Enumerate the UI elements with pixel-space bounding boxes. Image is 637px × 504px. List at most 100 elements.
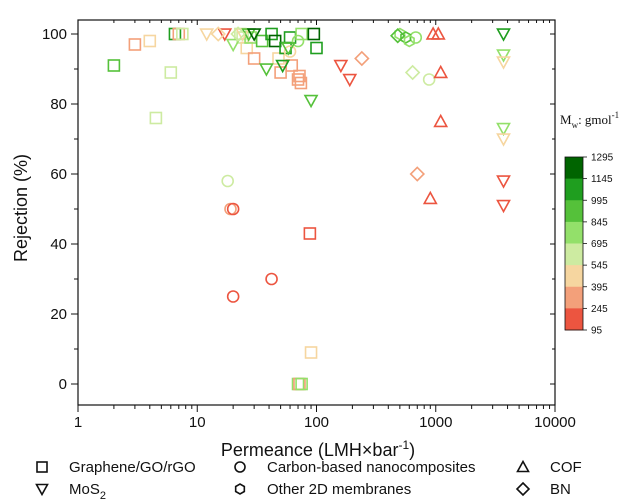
colorbar-label: 95 xyxy=(591,326,603,337)
colorbar-label: 1145 xyxy=(591,174,613,185)
legend-label: COF xyxy=(550,459,582,476)
diamond-point xyxy=(404,64,421,81)
triangle-down-point xyxy=(225,38,241,53)
axes: 1 10 100 1000 10000 0 20 40 60 80 100 xyxy=(42,19,576,431)
colorbar: 1295 1145 995 845 695 545 395 245 95 xyxy=(564,153,614,337)
triangle-up-point xyxy=(433,64,449,79)
y-tick-label: 100 xyxy=(42,26,67,43)
colorbar-label: 1295 xyxy=(591,153,614,164)
x-tick-label: 1 xyxy=(74,414,82,431)
colorbar-segment xyxy=(565,221,583,244)
legend-triangle-up-icon xyxy=(516,459,530,473)
colorbar-label: 245 xyxy=(591,304,608,315)
hexagon-point xyxy=(403,34,415,48)
triangle-down-point xyxy=(217,28,233,42)
circle-point xyxy=(291,34,305,48)
square-point xyxy=(107,59,121,72)
legend-triangle-down-icon xyxy=(35,483,49,497)
x-axis-title: Permeance (LMH×bar-1) xyxy=(221,438,415,460)
square-point xyxy=(310,41,323,55)
square-point xyxy=(168,27,182,41)
x-tick-label: 10000 xyxy=(534,414,576,431)
circle-point xyxy=(265,272,278,286)
square-point xyxy=(265,27,278,41)
square-point xyxy=(149,111,163,125)
diamond-point xyxy=(390,28,406,44)
y-tick-label: 0 xyxy=(59,376,67,393)
square-point xyxy=(176,27,189,41)
hexagon-point xyxy=(400,31,412,44)
square-point xyxy=(291,73,305,86)
colorbar-label: 695 xyxy=(591,239,608,250)
square-point xyxy=(294,76,308,90)
legend-circle-icon xyxy=(234,461,246,473)
legend-label: MoS2 xyxy=(69,481,106,502)
colorbar-segment xyxy=(565,243,583,266)
colorbar-segment xyxy=(565,200,583,223)
triangle-down-point xyxy=(303,94,319,109)
circle-point xyxy=(226,290,240,303)
triangle-down-point xyxy=(496,133,511,147)
colorbar-label: 845 xyxy=(591,217,608,228)
triangle-down-point xyxy=(275,59,291,74)
square-point xyxy=(304,346,318,359)
colorbar-segment xyxy=(565,308,583,331)
x-tick-label: 100 xyxy=(304,414,329,431)
triangle-down-point xyxy=(496,199,511,214)
triangle-down-point xyxy=(496,122,511,137)
square-point xyxy=(240,41,254,55)
square-point xyxy=(164,66,178,79)
square-point xyxy=(143,34,157,48)
colorbar-label: 995 xyxy=(591,196,608,207)
triangle-down-point xyxy=(496,49,511,63)
legend-square-icon xyxy=(36,461,48,473)
legend-label: Graphene/GO/rGO xyxy=(69,459,196,476)
data-points xyxy=(107,26,511,391)
square-point xyxy=(255,34,269,48)
circle-point xyxy=(283,45,297,58)
y-tick-label: 60 xyxy=(50,166,67,183)
colorbar-label: 545 xyxy=(591,261,608,272)
triangle-up-point xyxy=(422,190,438,205)
diamond-point xyxy=(230,26,246,42)
x-tick-label: 1000 xyxy=(419,414,452,431)
square-point xyxy=(293,69,306,83)
triangle-down-point xyxy=(280,42,296,56)
circle-point xyxy=(422,73,436,86)
square-point xyxy=(172,27,186,41)
legend-label: Carbon-based nanocomposites xyxy=(267,459,475,476)
square-point xyxy=(303,227,317,240)
triangle-down-point xyxy=(235,28,250,42)
square-point xyxy=(247,52,261,65)
x-tick-label: 10 xyxy=(189,414,206,431)
square-point xyxy=(128,38,142,51)
square-point xyxy=(272,52,285,65)
triangle-down-point xyxy=(496,175,511,189)
y-axis-title: Rejection (%) xyxy=(11,154,31,262)
triangle-up-point xyxy=(433,113,449,128)
colorbar-segment xyxy=(565,178,583,201)
y-tick-label: 40 xyxy=(50,236,67,253)
square-point xyxy=(268,34,282,48)
diamond-point xyxy=(354,50,370,67)
triangle-up-point xyxy=(430,26,446,40)
colorbar-segment xyxy=(565,157,583,180)
colorbar-segment xyxy=(565,286,583,309)
y-tick-label: 20 xyxy=(50,306,67,323)
square-point xyxy=(307,27,321,41)
colorbar-title: Mw: gmol-1 xyxy=(560,110,619,130)
colorbar-segment xyxy=(565,265,583,288)
triangle-down-point xyxy=(199,28,215,42)
diamond-point xyxy=(210,26,226,42)
square-point xyxy=(295,377,308,391)
y-tick-label: 80 xyxy=(50,96,67,113)
triangle-down-point xyxy=(496,56,511,70)
triangle-down-point xyxy=(333,59,349,74)
circle-point xyxy=(224,202,237,216)
circle-point xyxy=(226,202,240,216)
diamond-point xyxy=(409,166,426,182)
triangle-down-point xyxy=(246,28,262,42)
square-point xyxy=(295,27,308,41)
triangle-down-point xyxy=(496,28,511,42)
